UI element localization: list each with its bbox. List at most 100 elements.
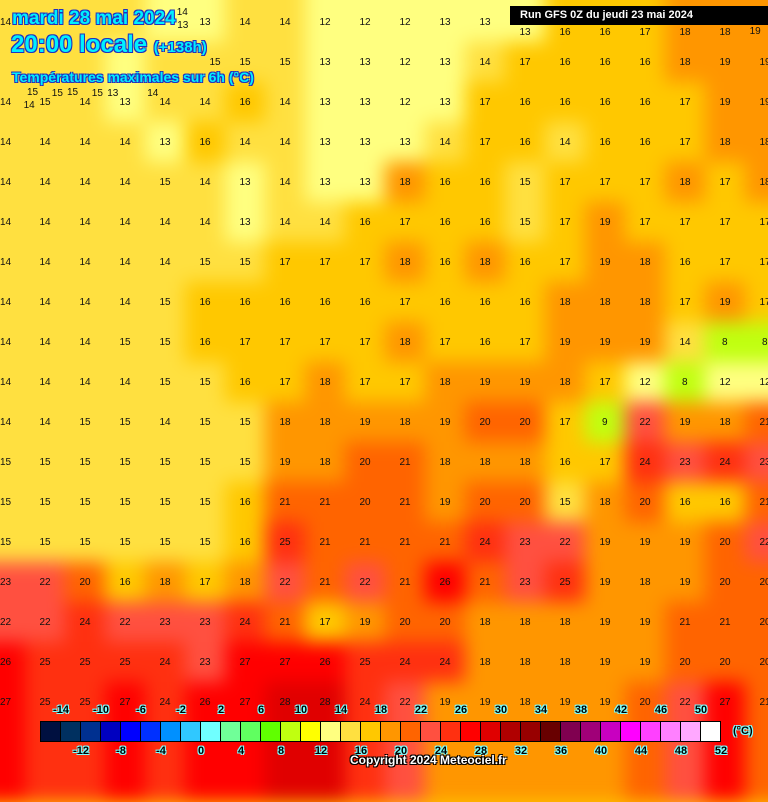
temperature-value: 17 bbox=[560, 217, 571, 228]
legend-swatch bbox=[41, 722, 61, 741]
legend-tick-label: 26 bbox=[455, 704, 467, 716]
temperature-value: 14 bbox=[280, 177, 291, 188]
temperature-value: 21 bbox=[280, 497, 291, 508]
temperature-value: 20 bbox=[640, 697, 651, 708]
temperature-value: 26 bbox=[320, 657, 331, 668]
temperature-value: 16 bbox=[680, 497, 691, 508]
temperature-value: 25 bbox=[40, 697, 51, 708]
temperature-value: 14 bbox=[160, 217, 171, 228]
parameter-title: Températures maximales sur 6h (°C) bbox=[12, 70, 254, 85]
temperature-value: 14 bbox=[120, 177, 131, 188]
temperature-value: 16 bbox=[200, 337, 211, 348]
temperature-value: 13 bbox=[440, 57, 451, 68]
temperature-value: 19 bbox=[360, 617, 371, 628]
legend-swatch bbox=[381, 722, 401, 741]
temperature-value: 17 bbox=[480, 97, 491, 108]
forecast-date: mardi 28 mai 2024 bbox=[12, 9, 176, 30]
legend-swatch bbox=[521, 722, 541, 741]
legend-swatch bbox=[281, 722, 301, 741]
temperature-value: 22 bbox=[640, 417, 651, 428]
temperature-value: 14 bbox=[280, 97, 291, 108]
forecast-local-time: 20:00 locale bbox=[11, 31, 147, 58]
temperature-value: 13 bbox=[400, 137, 411, 148]
temperature-value: 19 bbox=[480, 697, 491, 708]
legend-swatch bbox=[561, 722, 581, 741]
temperature-value: 28 bbox=[320, 697, 331, 708]
temperature-value: 17 bbox=[640, 217, 651, 228]
temperature-value: 13 bbox=[240, 217, 251, 228]
temperature-value: 16 bbox=[480, 217, 491, 228]
legend-tick-label: 46 bbox=[655, 704, 667, 716]
temperature-value: 20 bbox=[360, 497, 371, 508]
temperature-value: 15 bbox=[80, 417, 91, 428]
temperature-value: 21 bbox=[720, 617, 731, 628]
temperature-value: 14 bbox=[0, 257, 11, 268]
legend-swatch bbox=[261, 722, 281, 741]
temperature-value: 22 bbox=[360, 577, 371, 588]
temperature-value: 12 bbox=[640, 377, 651, 388]
temperature-value: 20 bbox=[520, 497, 531, 508]
temperature-value: 20 bbox=[680, 657, 691, 668]
temperature-value: 21 bbox=[440, 537, 451, 548]
legend-tick-label: 50 bbox=[695, 704, 707, 716]
temperature-value: 14 bbox=[0, 137, 11, 148]
temperature-value: 17 bbox=[320, 257, 331, 268]
temperature-value: 17 bbox=[640, 177, 651, 188]
temperature-value: 24 bbox=[160, 697, 171, 708]
temperature-value: 13 bbox=[200, 17, 211, 28]
temperature-value: 16 bbox=[440, 177, 451, 188]
temperature-value: 14 bbox=[80, 97, 91, 108]
temperature-value: 20 bbox=[720, 537, 731, 548]
temperature-value: 15 bbox=[27, 87, 38, 98]
legend-swatch bbox=[321, 722, 341, 741]
temperature-value: 18 bbox=[680, 177, 691, 188]
temperature-value: 27 bbox=[720, 697, 731, 708]
temperature-value: 27 bbox=[240, 657, 251, 668]
temperature-value: 15 bbox=[240, 457, 251, 468]
temperature-value: 21 bbox=[400, 577, 411, 588]
legend-tick-label: 22 bbox=[415, 704, 427, 716]
temperature-value: 14 bbox=[240, 17, 251, 28]
temperature-value: 21 bbox=[680, 617, 691, 628]
temperature-value: 19 bbox=[600, 697, 611, 708]
temperature-value: 14 bbox=[40, 217, 51, 228]
temperature-value: 14 bbox=[40, 257, 51, 268]
temperature-value: 15 bbox=[67, 87, 78, 98]
temperature-value: 8 bbox=[762, 337, 768, 348]
temperature-value: 17 bbox=[680, 97, 691, 108]
temperature-value: 15 bbox=[40, 97, 51, 108]
color-scale-legend bbox=[40, 721, 721, 742]
temperature-value: 17 bbox=[440, 337, 451, 348]
temperature-value: 18 bbox=[560, 297, 571, 308]
temperature-value: 15 bbox=[200, 497, 211, 508]
legend-tick-label: -8 bbox=[116, 745, 126, 757]
temperature-value: 14 bbox=[120, 297, 131, 308]
temperature-value: 17 bbox=[680, 297, 691, 308]
temperature-value: 17 bbox=[240, 337, 251, 348]
temperature-value: 25 bbox=[280, 537, 291, 548]
temperature-value: 18 bbox=[400, 417, 411, 428]
temperature-value: 18 bbox=[480, 457, 491, 468]
temperature-value: 14 bbox=[40, 137, 51, 148]
temperature-value: 16 bbox=[240, 97, 251, 108]
temperature-value: 14 bbox=[80, 257, 91, 268]
legend-swatch bbox=[81, 722, 101, 741]
temperature-value: 15 bbox=[120, 497, 131, 508]
temperature-value: 22 bbox=[560, 537, 571, 548]
temperature-value: 13 bbox=[320, 137, 331, 148]
legend-swatch bbox=[401, 722, 421, 741]
temperature-value: 24 bbox=[80, 617, 91, 628]
temperature-value: 19 bbox=[600, 217, 611, 228]
legend-tick-label: -4 bbox=[156, 745, 166, 757]
temperature-value: 22 bbox=[40, 617, 51, 628]
temperature-value: 13 bbox=[480, 17, 491, 28]
temperature-value: 22 bbox=[680, 697, 691, 708]
temperature-value: 15 bbox=[240, 417, 251, 428]
temperature-value: 14 bbox=[0, 377, 11, 388]
temperature-value: 18 bbox=[280, 417, 291, 428]
temperature-value: 15 bbox=[240, 57, 251, 68]
temperature-value: 26 bbox=[200, 697, 211, 708]
legend-tick-label: 10 bbox=[295, 704, 307, 716]
temperature-value: 13 bbox=[360, 97, 371, 108]
temperature-value: 18 bbox=[320, 377, 331, 388]
